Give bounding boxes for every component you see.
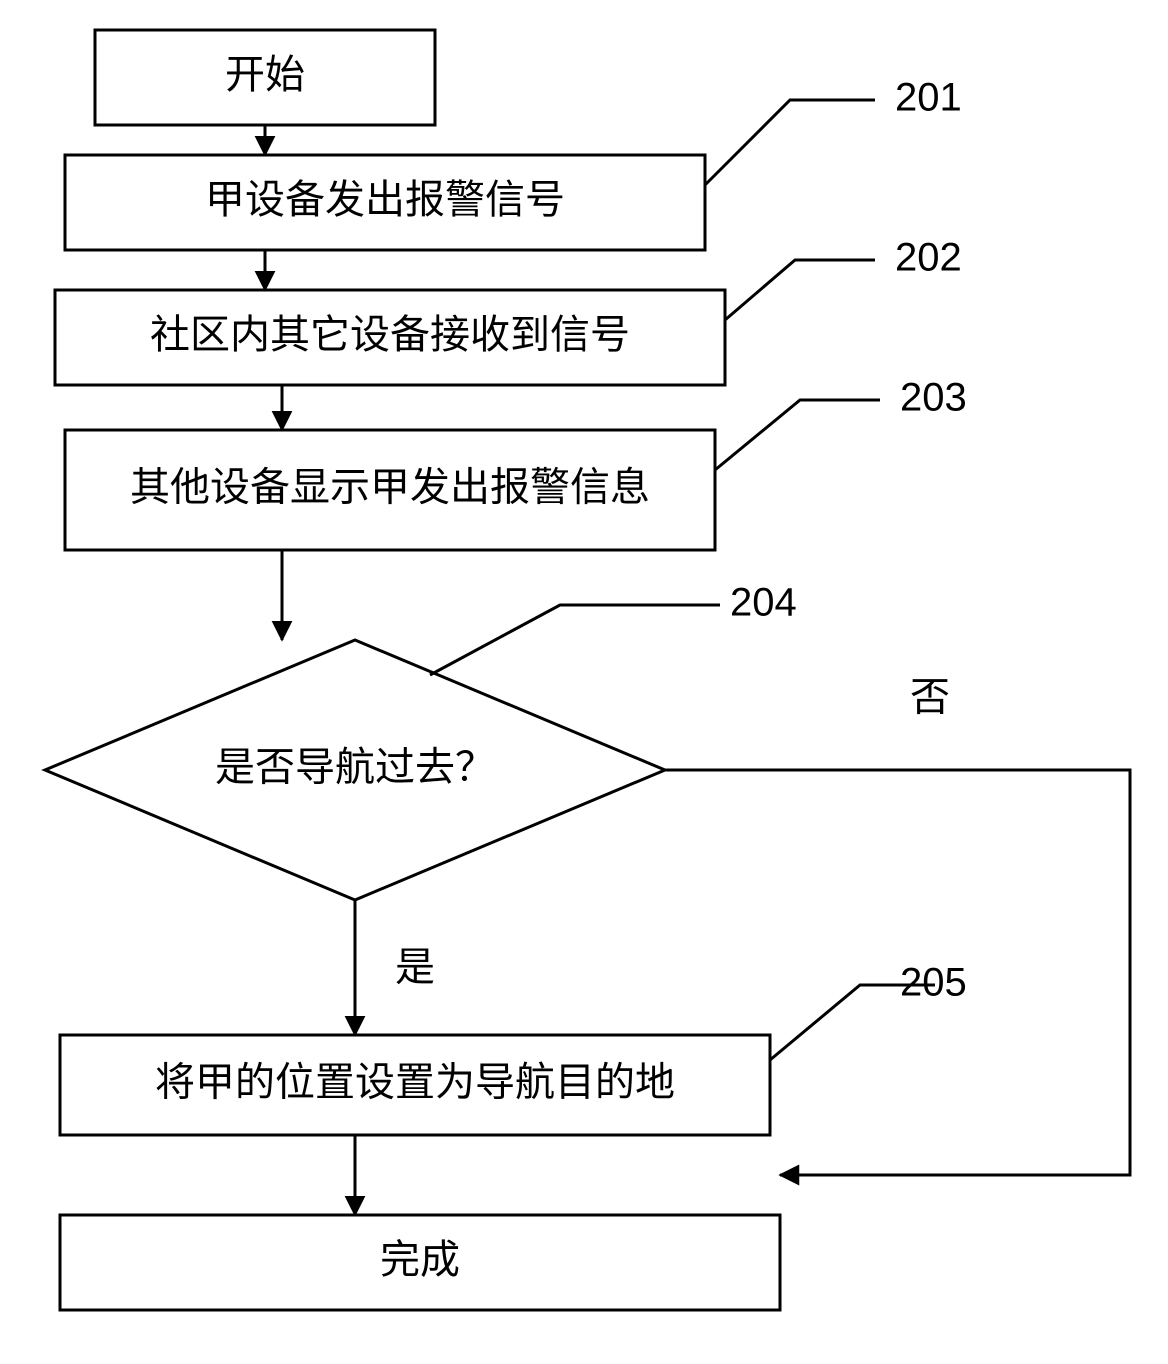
callout-203-label: 203 (900, 376, 967, 420)
callout-204-leader (430, 605, 720, 675)
decision-204-label: 是否导航过去？ (215, 746, 495, 790)
callout-205-label: 205 (900, 961, 967, 1005)
callout-203-leader (715, 400, 880, 470)
callout-202-leader (725, 260, 875, 320)
yes-label: 是 (395, 946, 435, 990)
callout-201-leader (705, 100, 875, 185)
callout-201-label: 201 (895, 76, 962, 120)
callout-204-label: 204 (730, 581, 797, 625)
step-203-label: 其他设备显示甲发出报警信息 (130, 466, 650, 510)
step-202-label: 社区内其它设备接收到信号 (150, 313, 630, 357)
step-205-label: 将甲的位置设置为导航目的地 (155, 1061, 675, 1105)
no-label: 否 (910, 676, 950, 720)
step-201-label: 甲设备发出报警信号 (205, 178, 565, 222)
done-box-label: 完成 (380, 1238, 460, 1282)
arrow-no-branch (665, 770, 1130, 1175)
callout-202-label: 202 (895, 236, 962, 280)
start-box-label: 开始 (225, 53, 305, 97)
